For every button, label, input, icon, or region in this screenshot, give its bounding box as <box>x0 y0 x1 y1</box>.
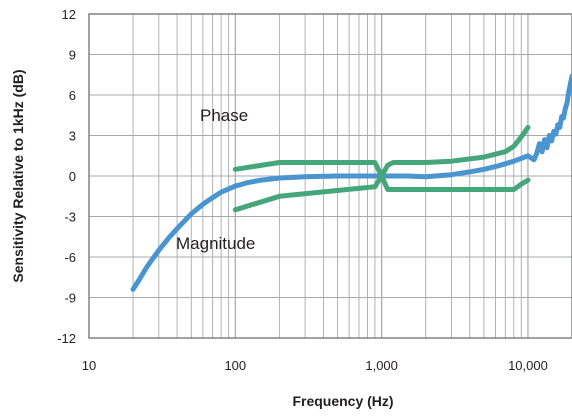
y-tick-label: -3 <box>64 210 76 225</box>
x-tick-label: 10,000 <box>508 358 548 373</box>
y-tick-label: -12 <box>57 331 76 346</box>
x-tick-label: 10 <box>82 358 96 373</box>
x-tick-label: 100 <box>224 358 246 373</box>
y-tick-label: -6 <box>64 250 76 265</box>
y-tick-label: 12 <box>62 7 76 22</box>
x-tick-label: 1,000 <box>365 358 398 373</box>
y-tick-label: 9 <box>69 48 76 63</box>
y-axis-title: Sensitivity Relative to 1kHz (dB) <box>10 69 26 282</box>
x-axis-title: Frequency (Hz) <box>292 393 393 409</box>
y-tick-label: 6 <box>69 88 76 103</box>
y-tick-label: 3 <box>69 129 76 144</box>
magnitude-label: Magnitude <box>176 234 255 253</box>
y-tick-label: 0 <box>69 169 76 184</box>
y-tick-label: -9 <box>64 291 76 306</box>
phase-label: Phase <box>200 106 248 125</box>
